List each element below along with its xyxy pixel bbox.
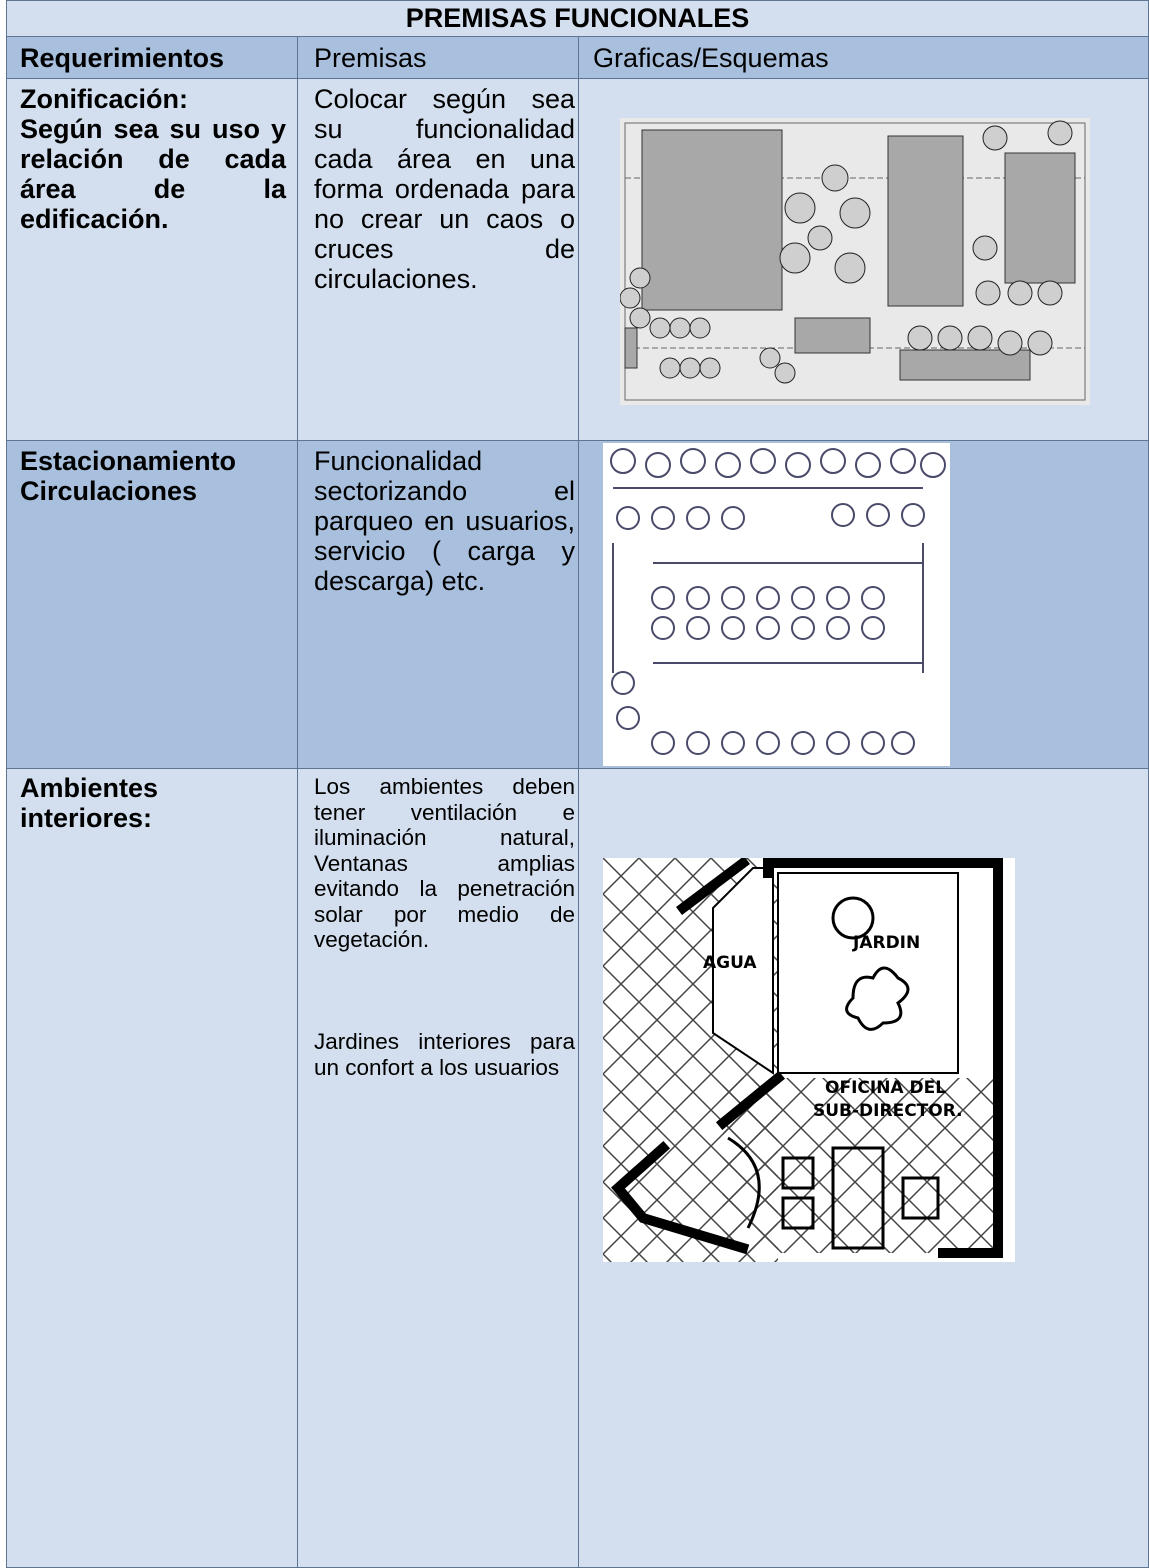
interior-plan-drawing: AGUA JARDIN OFICINA DEL SUB-DIRECTOR. — [603, 858, 1015, 1262]
requirement: Según sea su uso y relación de cada área… — [20, 114, 286, 234]
premise: Colocar según sea su funcionalidad cada … — [314, 84, 575, 294]
cell — [297, 78, 579, 441]
column-header: Requerimientos — [20, 43, 225, 73]
title-cell — [6, 0, 1149, 37]
column-header: Graficas/Esquemas — [593, 43, 829, 73]
premise: Los ambientes deben tener ventilación e … — [314, 774, 575, 952]
premise: Funcionalidad sectorizando el parqueo en… — [314, 446, 575, 596]
drawing-label: OFICINA DEL — [825, 1078, 946, 1098]
cell — [6, 768, 298, 1568]
parking-drawing — [603, 443, 950, 766]
table-title: PREMISAS FUNCIONALES — [405, 3, 750, 33]
cell — [297, 440, 579, 769]
site-plan-drawing — [620, 118, 1090, 405]
requirement: Estacionamiento — [20, 446, 237, 476]
drawing-label: AGUA — [703, 953, 757, 973]
cell — [6, 78, 298, 441]
requirement: Ambientes interiores: — [20, 773, 159, 833]
drawing-label: SUB-DIRECTOR. — [813, 1101, 963, 1121]
requirement: Circulaciones — [20, 476, 198, 506]
header-cell — [6, 36, 298, 79]
drawing-label: JARDIN — [852, 933, 920, 953]
column-header: Premisas — [314, 43, 427, 73]
requirement: Zonificación: — [20, 84, 188, 114]
premise: Jardines interiores para un confort a lo… — [314, 1029, 575, 1080]
header-cell — [578, 36, 1149, 79]
cell — [6, 440, 298, 769]
